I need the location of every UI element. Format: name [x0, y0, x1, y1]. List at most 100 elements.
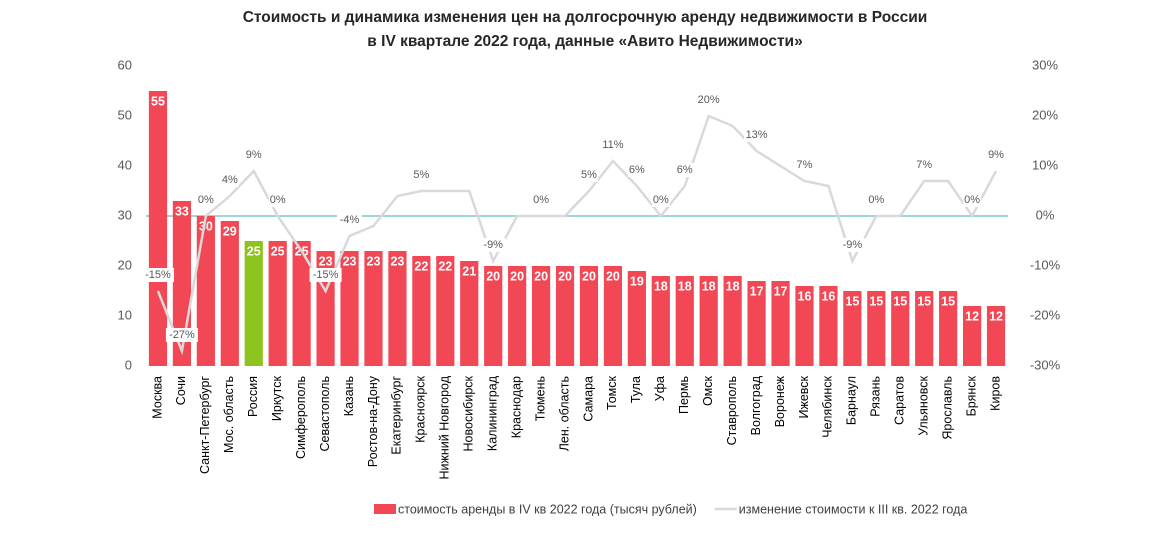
value-label-bg [220, 173, 239, 187]
value-label: -4% [340, 214, 360, 226]
bar [627, 271, 646, 366]
x-tick-label: Тула [629, 376, 643, 403]
x-tick-label: Ижевск [797, 375, 811, 418]
value-label: 4% [222, 174, 238, 186]
bar [867, 291, 886, 366]
bar [891, 291, 910, 366]
bar-label: 18 [678, 279, 692, 293]
value-label: 5% [413, 169, 429, 181]
x-tick-label: Ульяновск [916, 375, 930, 435]
bar [986, 306, 1006, 366]
bar-label: 19 [630, 274, 644, 288]
bar-label: 15 [893, 294, 907, 308]
value-label-bg [627, 163, 646, 177]
value-label-bg [480, 238, 506, 252]
value-label: 6% [677, 164, 693, 176]
bar [460, 261, 479, 366]
bar-label: 15 [917, 294, 931, 308]
value-label-bg [309, 268, 342, 282]
bar-label: 18 [726, 279, 740, 293]
value-label-bg [600, 138, 626, 152]
bar-label: 12 [965, 309, 979, 323]
bar-label: 12 [989, 309, 1003, 323]
y2-tick-label: 10% [1032, 157, 1058, 172]
bar [148, 91, 168, 366]
x-tick-label: Калининград [485, 375, 499, 451]
value-label: -15% [145, 269, 171, 281]
x-tick-label: Воронеж [773, 375, 787, 427]
value-label-bg [244, 148, 263, 162]
value-label: 0% [198, 194, 214, 206]
x-tick-label: Рязань [869, 376, 883, 417]
value-label: 5% [581, 169, 597, 181]
bar-label: 16 [821, 289, 835, 303]
value-label-bg [268, 193, 287, 207]
x-tick-label: Краснодар [509, 376, 523, 438]
value-label-bg [915, 158, 934, 172]
bar [962, 306, 982, 366]
bar [555, 266, 575, 366]
bar-label: 15 [869, 294, 883, 308]
bar [196, 216, 215, 366]
x-tick-label: Барнаул [845, 376, 859, 425]
value-label-bg [532, 193, 551, 207]
bar [268, 241, 287, 366]
y-tick-label: 20 [118, 257, 132, 272]
bar [388, 251, 407, 366]
x-tick-label: Лен. область [557, 376, 571, 451]
value-label-bg [744, 128, 770, 142]
bar [484, 266, 503, 366]
value-label-bg [165, 328, 198, 342]
y-tick-label: 40 [118, 157, 132, 172]
value-label: -9% [483, 239, 503, 251]
bar [819, 286, 838, 366]
bar [699, 276, 718, 366]
bar [843, 291, 862, 366]
value-label-bg [795, 158, 814, 172]
y-tick-label: 50 [118, 107, 132, 122]
value-label: -27% [169, 329, 195, 341]
bar-label: 20 [486, 269, 500, 283]
bar-label: 20 [534, 269, 548, 283]
value-label-bg [987, 148, 1006, 162]
value-label: 0% [868, 194, 884, 206]
legend-label: стоимость аренды в IV кв 2022 года (тыся… [398, 502, 697, 516]
x-tick-label: Казань [342, 376, 356, 416]
bar [795, 286, 814, 366]
y-tick-label: 60 [118, 57, 132, 72]
y2-tick-label: 20% [1032, 107, 1058, 122]
bar [651, 276, 670, 366]
bar [436, 256, 455, 366]
bar-label: 20 [606, 269, 620, 283]
bar [364, 251, 383, 366]
value-label-bg [412, 168, 431, 182]
bar [771, 281, 790, 366]
bar-label: 25 [271, 244, 285, 258]
x-tick-label: Омск [701, 375, 715, 406]
x-tick-label: Иркутск [270, 375, 284, 421]
value-label: 0% [533, 194, 549, 206]
bar-label: 21 [462, 264, 476, 278]
value-label-bg [696, 93, 722, 107]
bar-label: 23 [319, 254, 333, 268]
x-tick-label: Самара [581, 376, 595, 422]
value-label-bg [337, 213, 363, 227]
y2-tick-label: -30% [1030, 357, 1061, 372]
bar [508, 266, 527, 366]
x-tick-label: Екатеринбург [390, 376, 404, 455]
legend-swatch [374, 504, 396, 514]
line [156, 114, 998, 356]
y-tick-label: 10 [118, 307, 132, 322]
value-label-bg [651, 193, 670, 207]
bar-label: 20 [558, 269, 572, 283]
value-label: 20% [698, 94, 720, 106]
x-tick-label: Красноярск [414, 375, 428, 442]
value-label-bg [839, 238, 865, 252]
x-tick-label: Нижний Новгород [438, 375, 452, 479]
bar [747, 281, 766, 366]
value-label: -15% [313, 269, 339, 281]
bar [412, 256, 431, 366]
x-tick-label: Москва [150, 376, 164, 419]
x-tick-label: Саратов [893, 376, 907, 425]
value-label-bg [963, 193, 982, 207]
